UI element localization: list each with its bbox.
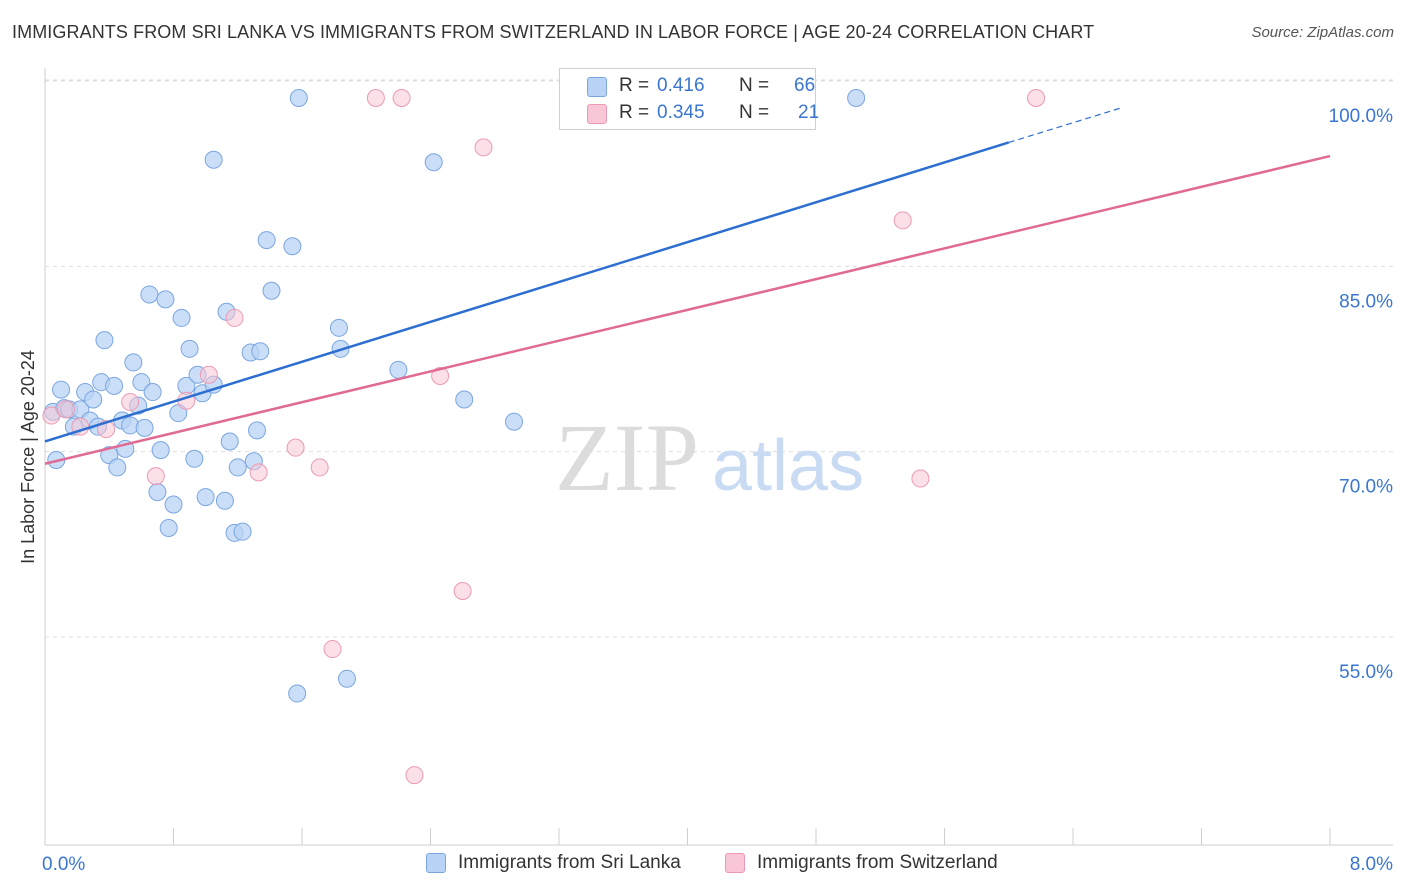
point-sri-lanka <box>135 418 154 437</box>
point-sri-lanka <box>215 491 234 510</box>
watermark: ZIP atlas <box>555 404 864 511</box>
point-sri-lanka <box>233 522 252 541</box>
point-sri-lanka <box>180 339 199 358</box>
point-sri-lanka <box>52 380 71 399</box>
point-switzerland <box>474 138 493 157</box>
point-sri-lanka <box>329 318 348 337</box>
legend-n-label: N = <box>739 102 770 123</box>
point-switzerland <box>366 89 385 107</box>
point-switzerland <box>225 308 244 327</box>
point-switzerland <box>249 463 268 482</box>
point-sri-lanka <box>424 153 443 172</box>
legend-n-value: 66 <box>794 75 816 96</box>
bottom-legend-label-switzerland: Immigrants from Switzerland <box>757 852 998 873</box>
point-sri-lanka <box>105 376 124 395</box>
point-sri-lanka <box>156 290 175 309</box>
point-sri-lanka <box>196 488 215 507</box>
point-sri-lanka <box>228 458 247 477</box>
x-tick-label: 0.0% <box>42 854 85 875</box>
point-switzerland <box>405 766 424 785</box>
bottom-legend-swatch-sri-lanka <box>426 853 446 873</box>
point-sri-lanka <box>251 342 270 361</box>
point-sri-lanka <box>185 449 204 468</box>
point-sri-lanka <box>288 684 307 703</box>
legend-r-label: R = <box>619 75 650 96</box>
legend-r-value: 0.416 <box>657 75 705 96</box>
legend-swatch-sri-lanka <box>587 77 607 97</box>
point-sri-lanka <box>148 483 167 502</box>
point-sri-lanka <box>337 669 356 688</box>
point-sri-lanka <box>262 281 281 300</box>
legend-swatch-switzerland <box>587 104 607 124</box>
trend-line-sri-lanka-extension <box>1008 107 1122 144</box>
point-switzerland <box>199 365 218 384</box>
point-sri-lanka <box>455 390 474 409</box>
point-sri-lanka <box>172 308 191 327</box>
watermark-zip: ZIP <box>555 404 699 511</box>
point-sri-lanka <box>220 432 239 451</box>
point-sri-lanka <box>140 285 159 304</box>
point-sri-lanka <box>289 89 308 107</box>
bottom-legend-label-sri-lanka: Immigrants from Sri Lanka <box>458 852 681 873</box>
point-switzerland <box>392 89 411 107</box>
point-sri-lanka <box>204 150 223 169</box>
y-tick-label: 70.0% <box>1339 477 1393 498</box>
point-sri-lanka <box>847 89 866 107</box>
point-switzerland <box>146 467 165 486</box>
point-sri-lanka <box>124 353 143 372</box>
point-switzerland <box>310 458 329 477</box>
trend-line-sri-lanka <box>44 141 1010 443</box>
point-sri-lanka <box>505 412 524 431</box>
points <box>42 89 1046 785</box>
point-sri-lanka <box>143 383 162 402</box>
x-tick-label: 8.0% <box>1350 854 1393 875</box>
point-sri-lanka <box>151 441 170 460</box>
legend-r-label: R = <box>619 102 650 123</box>
point-switzerland <box>893 211 912 230</box>
chart-source: Source: ZipAtlas.com <box>1251 24 1394 41</box>
point-sri-lanka <box>389 360 408 379</box>
legend-n-value: 21 <box>798 102 820 123</box>
point-sri-lanka <box>283 237 302 256</box>
point-switzerland <box>56 400 75 419</box>
legend-n-label: N = <box>739 75 770 96</box>
tick-labels: 55.0% 70.0% 85.0% 100.0% 0.0% 8.0% <box>42 106 1393 875</box>
legend: R = 0.416 N = 66 R = 0.345 N = 21 <box>559 68 820 130</box>
point-switzerland <box>453 581 472 600</box>
point-switzerland <box>911 469 930 488</box>
point-sri-lanka <box>164 495 183 514</box>
y-tick-label: 100.0% <box>1329 106 1394 127</box>
watermark-atlas: atlas <box>712 426 864 506</box>
point-switzerland <box>431 367 450 385</box>
trend-line-switzerland <box>44 154 1331 465</box>
point-sri-lanka <box>248 421 267 440</box>
point-switzerland <box>121 392 140 411</box>
y-axis-label: In Labor Force | Age 20-24 <box>18 350 38 564</box>
trend-lines <box>44 107 1331 465</box>
point-sri-lanka <box>95 331 114 350</box>
y-tick-label: 55.0% <box>1339 662 1393 683</box>
y-tick-label: 85.0% <box>1339 291 1393 312</box>
point-switzerland <box>323 640 342 659</box>
point-switzerland <box>1027 89 1046 107</box>
axes <box>44 68 1393 846</box>
point-sri-lanka <box>159 518 178 537</box>
chart-title: IMMIGRANTS FROM SRI LANKA VS IMMIGRANTS … <box>12 22 1095 42</box>
point-switzerland <box>286 438 305 457</box>
point-sri-lanka <box>257 231 276 250</box>
bottom-legend-swatch-switzerland <box>725 853 745 873</box>
point-sri-lanka <box>108 458 127 477</box>
legend-r-value: 0.345 <box>657 102 705 123</box>
point-sri-lanka <box>84 390 103 409</box>
